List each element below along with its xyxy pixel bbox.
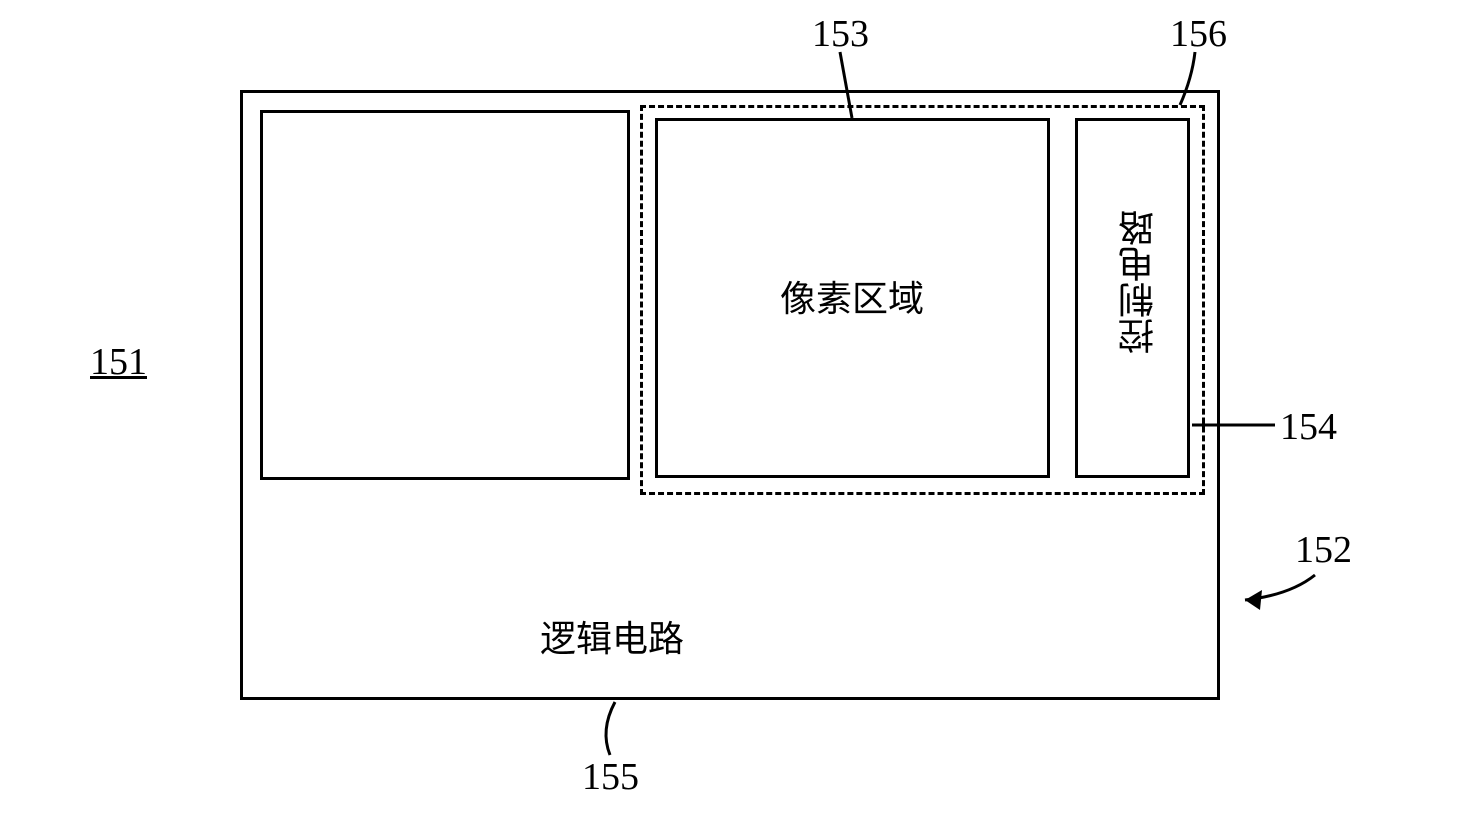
ref-155: 155 — [582, 755, 639, 799]
ref-156: 156 — [1170, 12, 1227, 56]
logic-circuit-label: 逻辑电路 — [540, 610, 684, 662]
ref-152: 152 — [1295, 528, 1352, 572]
pixel-area-label: 像素区域 — [780, 270, 924, 322]
ref-153: 153 — [812, 12, 869, 56]
ref-154: 154 — [1280, 405, 1337, 449]
logic-inner-box — [260, 110, 630, 480]
control-circuit-label: 控制电路 — [1113, 210, 1165, 354]
diagram-container: 像素区域 控制电路 逻辑电路 151 153 156 154 152 155 — [0, 0, 1460, 828]
ref-151: 151 — [90, 340, 147, 384]
